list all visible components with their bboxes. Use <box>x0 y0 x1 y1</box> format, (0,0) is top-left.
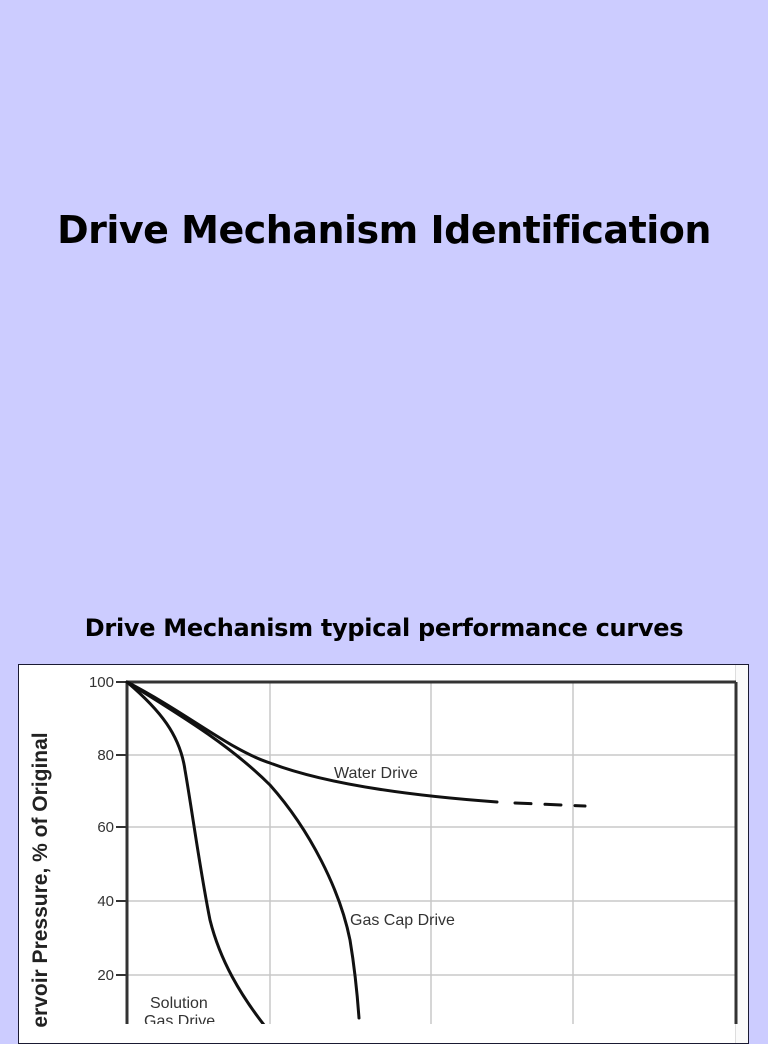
slide-title: Drive Mechanism Identification <box>57 208 711 252</box>
ytick-60: 60 <box>97 819 114 836</box>
water-drive-curve <box>125 680 499 804</box>
water-drive-dashed-extension <box>513 801 587 808</box>
grid-vertical <box>269 682 574 1024</box>
water-drive-label: Water Drive <box>334 765 418 782</box>
solution-gas-drive-curve <box>125 680 266 1024</box>
solution-gas-drive-label-1: Solution <box>150 995 208 1012</box>
gas-cap-drive-label: Gas Cap Drive <box>350 912 455 929</box>
y-axis-label: ervoir Pressure, % of Original <box>29 732 52 1028</box>
y-ticks <box>116 681 127 976</box>
ytick-20: 20 <box>97 967 114 984</box>
solution-gas-drive-label-2: Gas Drive <box>144 1013 215 1024</box>
chart-heading: Drive Mechanism typical performance curv… <box>84 614 684 642</box>
ytick-80: 80 <box>97 747 114 764</box>
ytick-100: 100 <box>89 674 114 691</box>
gas-cap-drive-curve <box>125 680 361 1020</box>
chart-frame <box>18 664 749 1044</box>
ytick-40: 40 <box>97 893 114 910</box>
plot-border <box>125 680 738 1024</box>
